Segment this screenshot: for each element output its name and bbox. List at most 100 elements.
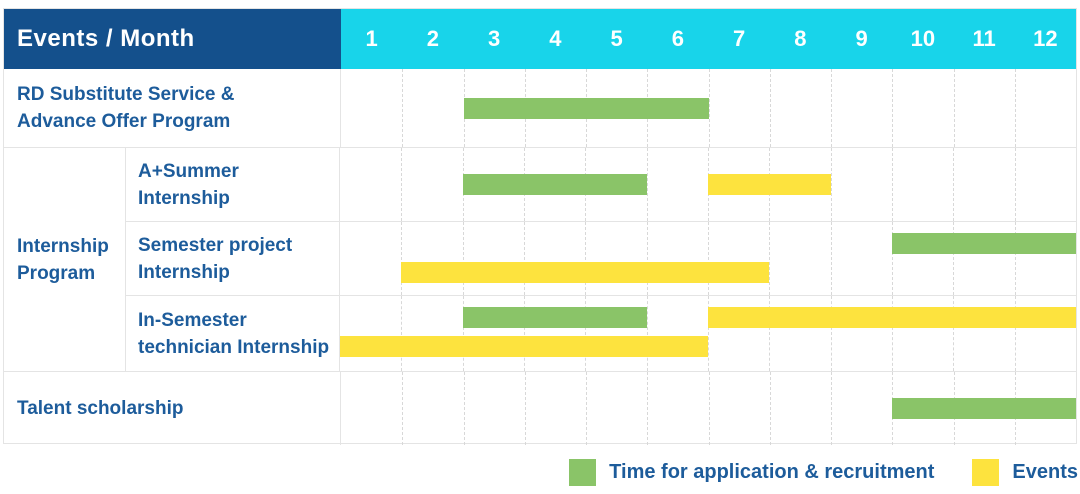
month-gridline — [830, 148, 832, 221]
month-gridline — [585, 222, 587, 295]
month-gridline — [831, 372, 832, 445]
application-bar — [462, 307, 647, 328]
month-gridline — [708, 372, 710, 445]
application-bar — [463, 97, 709, 119]
legend-application-swatch — [569, 459, 597, 486]
month-gridline — [892, 222, 893, 295]
month-gridline — [462, 296, 464, 371]
legend: Time for application & recruitment Events — [569, 459, 1078, 486]
month-gridline — [892, 296, 893, 371]
schedule-row: Talent scholarship — [4, 372, 1076, 445]
month-gridline — [769, 222, 771, 295]
month-gridline — [708, 69, 710, 147]
month-gridline — [953, 148, 955, 221]
month-header-cell: 5 — [610, 26, 623, 51]
application-bar — [462, 174, 647, 195]
internship-program-group: Internship Program A+Summer Internship Semes… — [4, 148, 1076, 372]
month-gridline — [524, 372, 526, 445]
month-gridline — [1014, 296, 1016, 371]
month-gridline — [402, 69, 404, 147]
events-month-header: Events / Month — [4, 9, 341, 69]
row-label: RD Substitute Service & Advance Offer Pro… — [4, 69, 341, 147]
month-gridline — [830, 222, 832, 295]
month-gridline — [401, 222, 403, 295]
events-bar — [401, 262, 770, 283]
month-gridline — [462, 222, 464, 295]
month-gridline — [1014, 69, 1016, 147]
month-gridline — [830, 296, 832, 371]
row-label-line: Talent scholarship — [17, 398, 184, 419]
month-gridline — [524, 222, 525, 295]
schedule-row: RD Substitute Service & Advance Offer Pro… — [4, 69, 1076, 148]
month-gridline — [708, 296, 709, 371]
row-label-line: Internship — [138, 261, 230, 283]
month-header-cell: 8 — [794, 26, 807, 51]
group-label: Internship Program — [4, 148, 126, 371]
subrow-label: In-Semester technician Internship — [126, 296, 340, 371]
row-label-line: Semester project — [138, 234, 293, 256]
legend-events-label: Events — [1012, 461, 1078, 483]
schedule-subrow: Semester project Internship — [126, 222, 1076, 296]
subrow-label: Semester project Internship — [126, 222, 340, 295]
month-gridline — [524, 296, 525, 371]
legend-item-events: Events — [972, 459, 1078, 486]
row-label-line: Advance Offer Program — [17, 111, 231, 132]
month-gridline — [402, 372, 404, 445]
application-bar — [892, 398, 1076, 419]
row-chart-area — [340, 296, 1076, 371]
row-label-line: RD Substitute Service & — [17, 84, 235, 105]
month-gridline — [585, 296, 587, 371]
month-gridline — [646, 148, 648, 221]
month-header-cell: 6 — [671, 26, 684, 51]
month-gridline — [892, 148, 893, 221]
month-header-cell: 1 — [365, 26, 378, 51]
month-header-cell: 12 — [1033, 26, 1058, 51]
month-gridline — [1014, 222, 1016, 295]
row-label-line: Internship — [138, 187, 230, 209]
row-label-line: In-Semester — [138, 309, 247, 331]
month-gridline — [953, 69, 955, 147]
row-chart-area — [340, 222, 1076, 295]
row-label-line: Internship — [17, 235, 109, 257]
row-chart-area — [340, 148, 1076, 221]
table-header-row: Events / Month 1 2 3 4 5 6 7 8 9 10 11 12 — [4, 9, 1076, 69]
month-gridline — [1014, 148, 1016, 221]
month-gridline — [769, 69, 771, 147]
month-gridline — [647, 372, 649, 445]
month-gridline — [463, 372, 465, 445]
application-bar — [892, 233, 1076, 254]
month-gridline — [586, 372, 587, 445]
group-subrows: A+Summer Internship Semester project Intern… — [126, 148, 1076, 371]
row-chart-area — [341, 372, 1076, 445]
month-gridline — [646, 296, 648, 371]
legend-events-swatch — [972, 459, 1000, 486]
month-gridline — [831, 69, 832, 147]
month-header-cell: 10 — [910, 26, 936, 51]
subrow-label: A+Summer Internship — [126, 148, 340, 221]
month-gridline — [401, 296, 403, 371]
row-label: Talent scholarship — [4, 372, 341, 445]
schedule-subrow: In-Semester technician Internship — [126, 296, 1076, 371]
legend-item-application: Time for application & recruitment — [569, 459, 934, 486]
month-gridline — [708, 222, 709, 295]
row-label-line: Program — [17, 262, 96, 284]
month-header-cell: 9 — [855, 26, 868, 51]
month-gridline — [953, 296, 955, 371]
month-gridline — [769, 296, 771, 371]
month-gridline — [401, 148, 403, 221]
row-label-line: technician Internship — [138, 336, 330, 358]
gantt-schedule-table: Events / Month 1 2 3 4 5 6 7 8 9 10 11 12 RD Substi… — [3, 8, 1077, 445]
schedule-subrow: A+Summer Internship — [126, 148, 1076, 222]
row-chart-area — [341, 69, 1076, 147]
table-body: RD Substitute Service & Advance Offer Pro… — [4, 69, 1076, 445]
events-bar — [340, 336, 708, 357]
month-header-cell: 7 — [733, 26, 746, 51]
events-bar — [708, 307, 1076, 328]
month-header-row: 1 2 3 4 5 6 7 8 9 10 11 12 — [341, 9, 1076, 69]
month-gridline — [892, 69, 894, 147]
month-gridline — [646, 222, 648, 295]
month-header-cell: 11 — [972, 26, 996, 51]
row-label-line: A+Summer — [138, 160, 239, 182]
month-header-cell: 2 — [426, 26, 439, 51]
month-header-cell: 4 — [549, 26, 562, 51]
